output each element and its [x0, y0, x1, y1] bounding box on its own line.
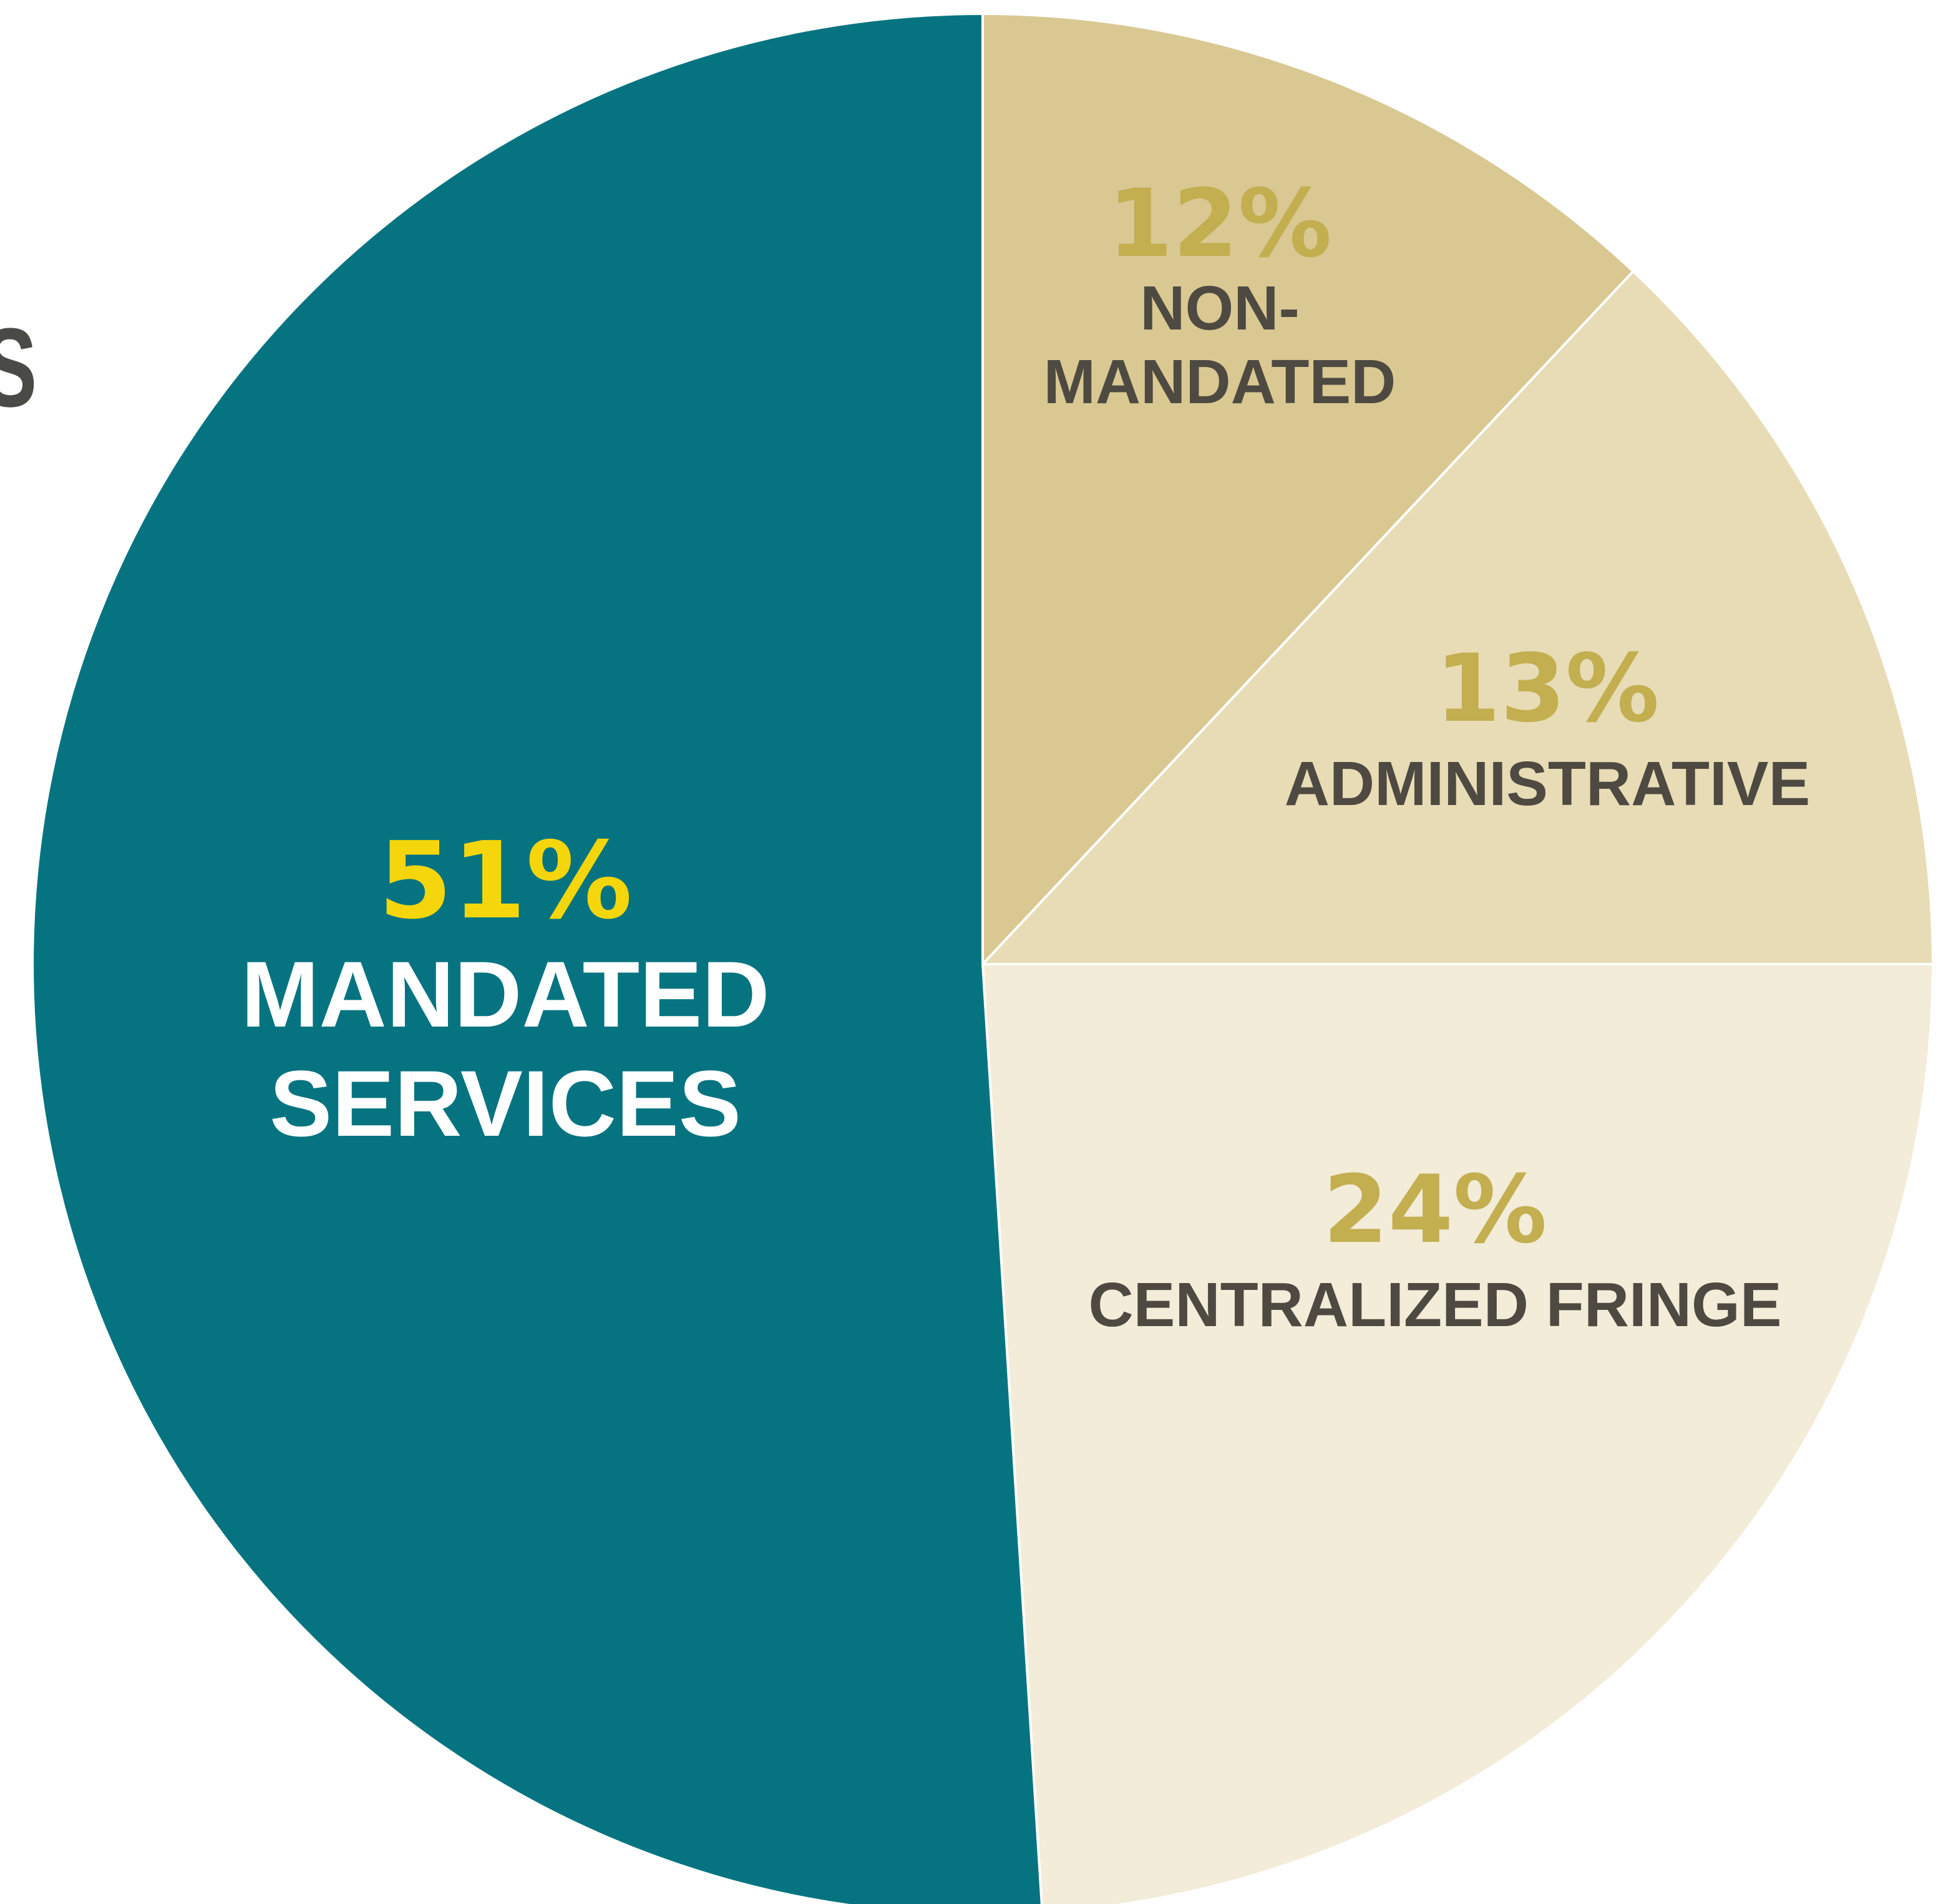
pie-slice-1-label-line-2: MANDATED	[1044, 347, 1396, 417]
pie-slice-4-label-line-1: MANDATED	[241, 942, 769, 1047]
cropped-heading-fragment: S	[0, 312, 37, 424]
pie-slice-2-label-line-1: ADMINISTRATIVE	[1285, 749, 1811, 819]
pie-slices	[31, 12, 1935, 1904]
pie-labels: 12%NON-MANDATED13%ADMINISTRATIVE24%CENTR…	[241, 170, 1810, 1340]
pie-slice-2-percent: 13%	[1435, 635, 1659, 743]
pie-slice-1-percent: 12%	[1107, 170, 1331, 278]
pie-slice-4-label-line-2: SERVICES	[270, 1051, 741, 1156]
pie-slice-4-percent: 51%	[379, 819, 633, 943]
pie-slice-3-label-line-1: CENTRALIZED FRINGE	[1088, 1270, 1781, 1340]
pie-slice-3	[981, 963, 1935, 1904]
pie-slice-1-label-line-1: NON-	[1140, 273, 1300, 343]
pie-slice-2	[980, 269, 1935, 965]
pie-slice-1	[981, 12, 1635, 968]
pie-slice-3-percent: 24%	[1323, 1156, 1547, 1264]
pie-slice-4	[31, 12, 1043, 1904]
